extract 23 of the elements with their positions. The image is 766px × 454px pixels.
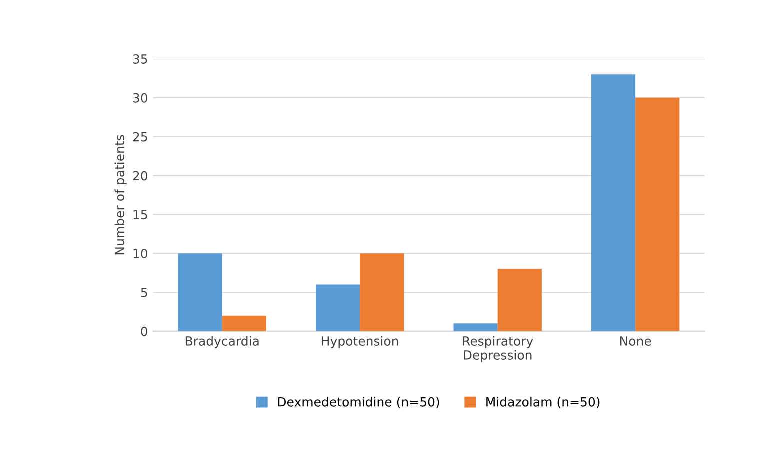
y-tick-label: 15	[134, 210, 148, 220]
y-tick-label: 35	[133, 54, 148, 64]
bar	[636, 98, 680, 332]
x-tick-label: Bradycardia	[186, 336, 259, 348]
bar	[454, 324, 498, 332]
y-tick-label: 10	[134, 249, 148, 259]
y-tick-label: 25	[133, 132, 148, 142]
bar	[222, 316, 266, 332]
bar	[591, 74, 636, 332]
legend-label: Midazolam (n=50)	[486, 397, 600, 408]
y-tick-label: 5	[141, 288, 148, 298]
y-tick-label: 30	[133, 93, 148, 103]
bar	[178, 254, 222, 332]
y-axis-title: Number of patients	[114, 135, 127, 255]
y-tick-label: 20	[133, 171, 148, 181]
x-tick-label: None	[620, 336, 652, 346]
x-tick-label: Hypotension	[322, 336, 398, 348]
bar	[360, 254, 404, 332]
bar	[498, 269, 542, 332]
x-tick-label: Respiratory Depression	[463, 336, 534, 362]
legend-label: Dexmedetomidine (n=50)	[278, 397, 440, 408]
y-tick-label: 0	[141, 326, 148, 336]
bar	[316, 284, 360, 332]
